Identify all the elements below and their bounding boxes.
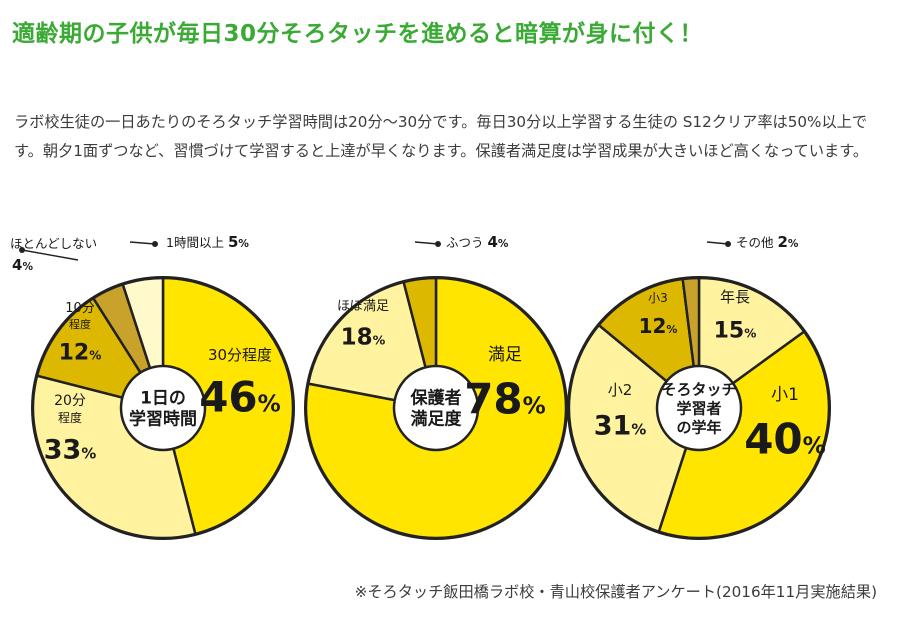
slice-percent: % [89,349,101,363]
label-leader [706,241,729,245]
slice-label: 10分 [65,301,95,316]
pie-slice [306,280,438,410]
pie-slice [161,276,295,536]
slice-label: 小1 [771,385,799,405]
slice-label: 満足 [488,345,522,365]
pie-center-label: 1日の [140,388,186,408]
slice-value: 4 [487,233,497,251]
slice-label: 20分 [54,393,86,409]
pie-center-label: 学習時間 [129,408,197,429]
slice-label: 年長 [720,288,750,306]
pie-slice [657,329,831,540]
label-leader-dot [435,241,441,247]
slice-label: ほとんどしない [10,236,97,251]
slice-label: その他 2% [736,233,799,251]
label-leader-dot [725,241,731,247]
slice-percent: % [523,394,546,420]
slice-percent: % [498,238,509,250]
pie-chart-1: 1日の学習時間30分程度46%20分程度33%10分程度12%ほとんどしない4%… [10,233,295,540]
label-leader [21,249,79,261]
slice-percent: % [373,332,386,347]
slice-value: 4% [12,256,33,274]
pie-center-label: 学習者 [676,399,721,417]
slice-label: 小2 [608,381,633,399]
page-headline: 適齢期の子供が毎日30分そろタッチを進めると暗算が身に付く！ [12,21,704,47]
slice-percent: % [22,261,33,273]
slice-percent: % [666,323,677,336]
pie-slice [567,323,701,534]
slice-label: 30分程度 [208,346,272,364]
label-leader [129,241,156,245]
pie-center-label: 保護者 [410,387,462,408]
slice-label: 小3 [648,291,668,305]
pie-center-label: そろタッチ [661,380,736,398]
slice-value: 5 [228,233,238,251]
slice-percent: % [744,327,756,341]
pie-charts: 1日の学習時間30分程度46%20分程度33%10分程度12%ほとんどしない4%… [10,233,831,540]
slice-percent: % [631,421,646,439]
slice-value: 2 [777,233,787,251]
pie-center [119,364,207,452]
label-leader [414,241,439,245]
label-leader-dot [19,247,25,253]
slice-label: 程度 [69,317,91,331]
pie-center-label: 満足度 [411,408,463,429]
intro-paragraph: ラボ校生徒の一日あたりのそろタッチ学習時間は20分～30分です。毎日30分以上学… [14,113,869,160]
slice-value: 12% [59,341,102,366]
pie-center-label: の学年 [676,418,721,436]
survey-footnote: ※そろタッチ飯田橋ラボ校・青山校保護者アンケート(2016年11月実施結果) [354,583,877,601]
slice-label: ふつう 4% [446,233,509,251]
slice-percent: % [803,434,826,460]
slice-percent: % [238,238,249,250]
pie-center [392,364,480,452]
slice-label: 1時間以上 5% [166,233,249,251]
slice-percent: % [81,445,96,463]
label-leader-dot [152,241,158,247]
slice-label: ほぼ満足 [337,299,389,314]
slice-label: 程度 [58,410,82,425]
slice-percent: % [258,392,281,418]
pie-center [655,364,743,452]
slice-percent: % [788,238,799,250]
